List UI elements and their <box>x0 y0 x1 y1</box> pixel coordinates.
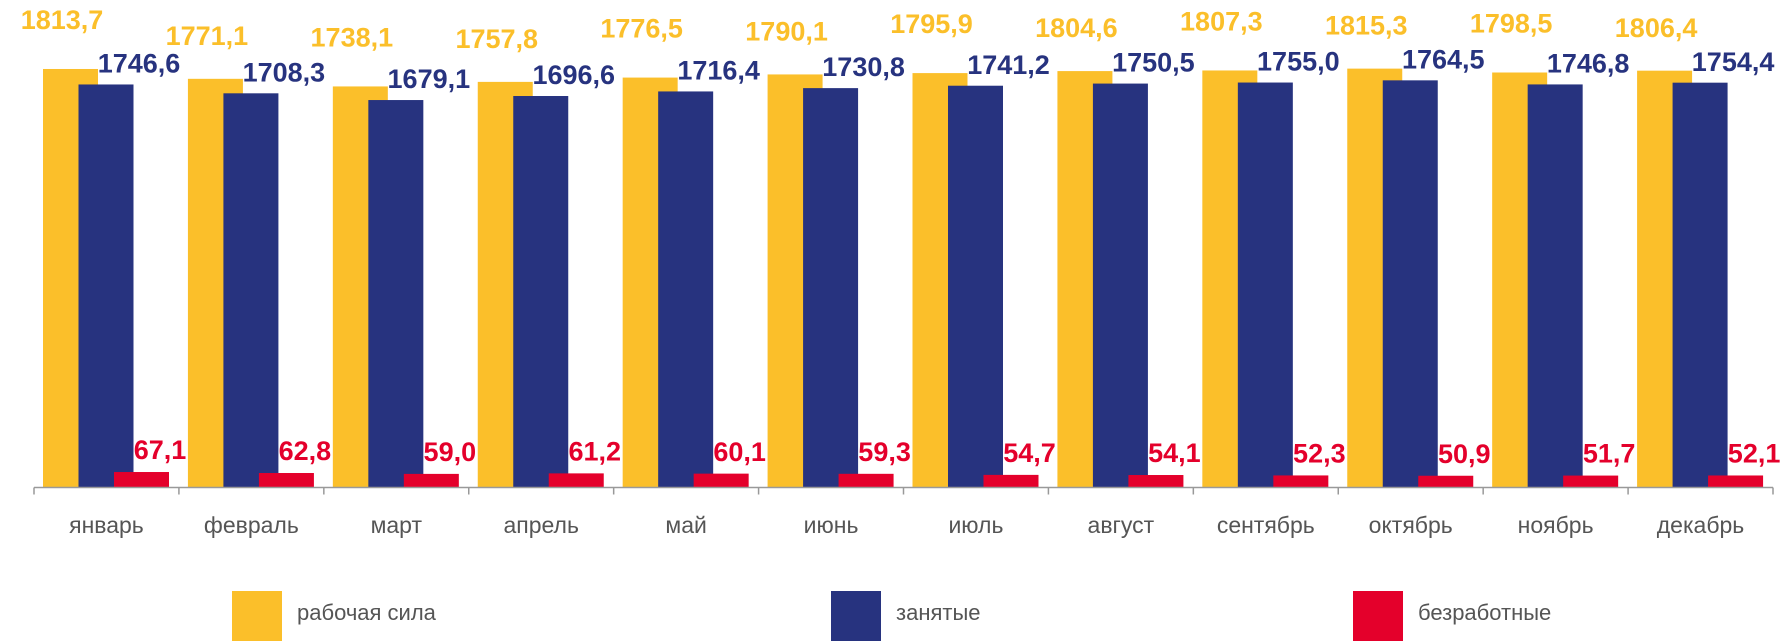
value-label: 1679,1 <box>388 64 471 94</box>
bar <box>403 473 459 488</box>
bar <box>1237 82 1293 488</box>
value-label: 1771,1 <box>166 21 249 51</box>
value-label: 1795,9 <box>890 9 973 39</box>
bar <box>948 85 1003 488</box>
bar <box>513 96 569 488</box>
x-tick-label: август <box>1088 512 1155 538</box>
value-label: 1696,6 <box>532 60 615 90</box>
legend-swatch <box>232 591 282 641</box>
bar <box>1563 475 1619 488</box>
bar <box>258 473 314 488</box>
x-tick-label: июль <box>948 512 1003 538</box>
x-tick-label: июнь <box>804 512 859 538</box>
bar <box>1273 475 1329 488</box>
value-label: 1738,1 <box>311 23 394 53</box>
bar <box>1418 475 1474 488</box>
bar <box>548 473 604 488</box>
value-label: 1755,0 <box>1257 47 1340 77</box>
x-tick-label: январь <box>69 512 144 538</box>
value-label: 1750,5 <box>1112 48 1195 78</box>
value-label: 60,1 <box>713 437 766 467</box>
value-label: 1741,2 <box>967 50 1050 80</box>
x-tick-label: март <box>371 512 423 538</box>
x-tick-label: октябрь <box>1369 512 1453 538</box>
x-tick-label: февраль <box>204 512 299 538</box>
value-label: 1757,8 <box>455 24 538 54</box>
bar <box>1527 84 1583 488</box>
value-label: 62,8 <box>279 436 332 466</box>
value-label: 61,2 <box>568 437 621 467</box>
value-label: 1776,5 <box>600 14 683 44</box>
bar <box>223 93 279 488</box>
x-tick-label: ноябрь <box>1518 512 1594 538</box>
bar <box>114 472 169 488</box>
bar <box>803 88 859 488</box>
value-label: 59,3 <box>858 437 911 467</box>
value-label: 1807,3 <box>1180 7 1263 37</box>
value-label: 1746,6 <box>98 49 181 79</box>
bar <box>838 473 894 488</box>
value-label: 1798,5 <box>1470 9 1553 39</box>
value-label: 1815,3 <box>1325 11 1408 41</box>
value-label: 59,0 <box>424 437 477 467</box>
legend-label: занятые <box>896 600 981 625</box>
x-tick-label: апрель <box>503 512 578 538</box>
value-label: 67,1 <box>134 435 187 465</box>
value-label: 1764,5 <box>1402 44 1485 74</box>
value-label: 1716,4 <box>677 56 760 86</box>
value-label: 1746,8 <box>1547 49 1630 79</box>
bar <box>983 474 1039 488</box>
bar <box>693 473 749 488</box>
bar <box>1708 475 1764 488</box>
value-label: 54,1 <box>1148 438 1201 468</box>
value-label: 1708,3 <box>243 57 326 87</box>
bar <box>1128 475 1184 488</box>
value-label: 1804,6 <box>1035 13 1118 43</box>
value-label: 1813,7 <box>21 5 104 35</box>
legend-label: рабочая сила <box>297 600 437 625</box>
x-tick-label: декабрь <box>1657 512 1745 538</box>
legend-swatch <box>1353 591 1403 641</box>
bar <box>1382 80 1438 488</box>
value-label: 1754,4 <box>1692 47 1775 77</box>
value-label: 52,3 <box>1293 439 1346 469</box>
bar <box>368 100 424 488</box>
x-tick-label: май <box>665 512 706 538</box>
value-label: 1790,1 <box>745 17 828 47</box>
value-label: 1730,8 <box>822 52 905 82</box>
bar <box>78 84 134 488</box>
value-label: 52,1 <box>1728 439 1781 469</box>
x-tick-label: сентябрь <box>1217 512 1315 538</box>
value-label: 50,9 <box>1438 439 1491 469</box>
bar <box>1092 83 1148 488</box>
value-label: 1806,4 <box>1615 13 1698 43</box>
value-label: 51,7 <box>1583 439 1636 469</box>
legend-label: безработные <box>1418 600 1551 625</box>
bar <box>1672 82 1728 488</box>
value-label: 54,7 <box>1003 438 1056 468</box>
legend-swatch <box>831 591 881 641</box>
bar <box>658 91 714 488</box>
